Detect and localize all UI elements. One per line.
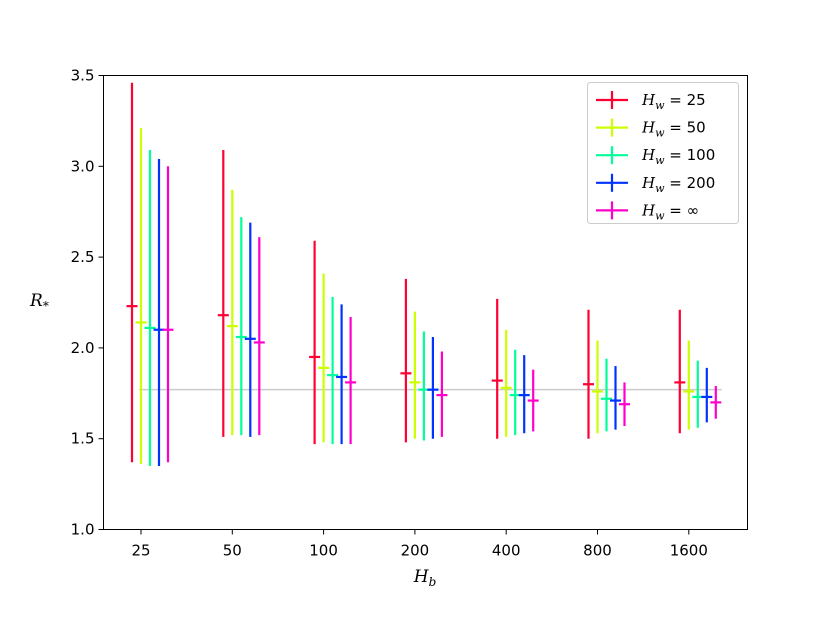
legend-label: Hw = 200 xyxy=(641,174,715,195)
x-tick-label: 25 xyxy=(131,542,150,560)
legend-label: Hw = 25 xyxy=(641,91,706,112)
series-5 xyxy=(162,166,722,463)
y-tick-label: 2.5 xyxy=(71,248,95,266)
y-tick-label: 3.5 xyxy=(71,67,95,85)
x-tick-label: 200 xyxy=(401,542,430,560)
plot-frame xyxy=(103,75,748,530)
x-axis-label: Hb xyxy=(413,567,437,589)
y-tick-label: 1.0 xyxy=(71,521,95,539)
x-tick-label: 800 xyxy=(583,542,612,560)
x-axis: 25 50 100 200 400 800 1600 xyxy=(131,529,708,560)
legend: Hw = 25 Hw = 50 Hw = 100 Hw = 200 Hw = ∞ xyxy=(587,82,739,224)
y-tick-label: 2.0 xyxy=(71,339,95,357)
x-tick-label: 400 xyxy=(492,542,521,560)
y-tick-label: 1.5 xyxy=(71,430,95,448)
legend-label: Hw = 50 xyxy=(641,119,706,140)
legend-label: Hw = ∞ xyxy=(641,201,699,222)
legend-item-2: Hw = 50 xyxy=(596,118,706,140)
legend-item-4: Hw = 200 xyxy=(596,173,715,195)
series-4 xyxy=(153,159,713,466)
legend-item-3: Hw = 100 xyxy=(596,146,715,167)
x-tick-label: 50 xyxy=(223,542,242,560)
legend-item-5: Hw = ∞ xyxy=(596,201,699,222)
legend-box xyxy=(587,82,739,224)
x-tick-label: 100 xyxy=(309,542,338,560)
axis-titles: Hb R* xyxy=(29,291,436,589)
y-axis: 1.0 1.5 2.0 2.5 3.0 3.5 xyxy=(71,67,104,539)
x-tick-label: 1600 xyxy=(670,542,708,560)
errorbar-layer xyxy=(126,82,722,466)
legend-label: Hw = 100 xyxy=(641,146,715,167)
y-tick-label: 3.0 xyxy=(71,157,95,175)
series-1 xyxy=(126,82,686,463)
legend-item-1: Hw = 25 xyxy=(596,91,706,112)
y-axis-label: R* xyxy=(29,291,49,313)
series-2 xyxy=(135,128,695,465)
